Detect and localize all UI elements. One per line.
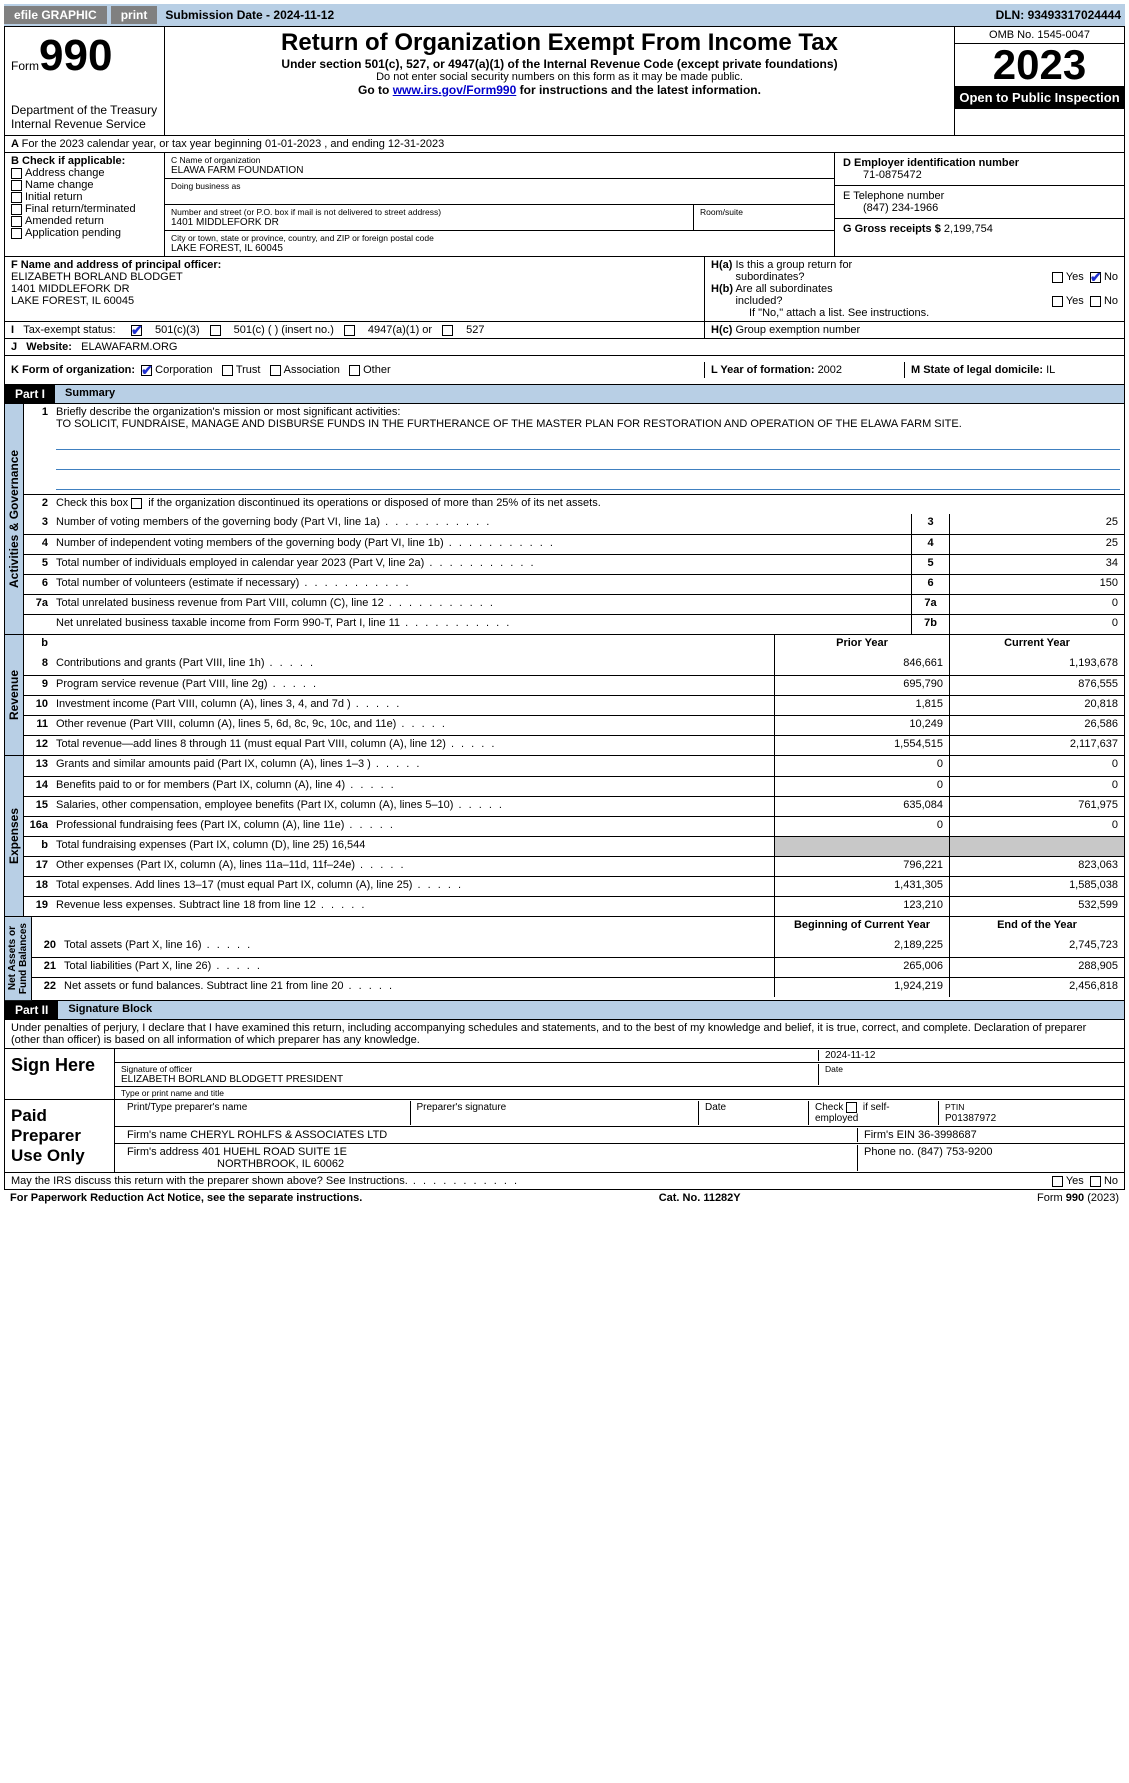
vtab-rev: Revenue [5,635,24,755]
line-13: 13 Grants and similar amounts paid (Part… [24,756,1124,776]
efile-pill: efile GRAPHIC [4,6,107,24]
line-10: 10 Investment income (Part VIII, column … [24,695,1124,715]
section-netassets: Net Assets or Fund Balances Beginning of… [4,917,1125,1001]
box-hb: H(b) Are all subordinates included? Yes … [711,283,1118,307]
box-g: G Gross receipts $ 2,199,754 [835,219,1124,239]
line-14: 14 Benefits paid to or for members (Part… [24,776,1124,796]
section-ag: Activities & Governance 1 Briefly descri… [4,404,1125,635]
box-d: D Employer identification number 71-0875… [835,153,1124,186]
discuss-row: May the IRS discuss this return with the… [4,1173,1125,1190]
penalty-text: Under penalties of perjury, I declare th… [4,1020,1125,1049]
irs-link[interactable]: www.irs.gov/Form990 [393,83,517,97]
tax-exempt-row: I Tax-exempt status: 501(c)(3) 501(c) ( … [4,322,1125,339]
website-row: J Website: ELAWAFARM.ORG [4,339,1125,356]
box-ha: H(a) Is this a group return for subordin… [711,259,1118,283]
dln: DLN: 93493317024444 [992,8,1125,22]
box-b: B Check if applicable: Address change Na… [5,153,165,256]
part2-header: Part II Signature Block [4,1001,1125,1020]
sign-block: Sign Here 2024-11-12 Signature of office… [4,1049,1125,1173]
org-form-row: K Form of organization: Corporation Trus… [4,356,1125,385]
dept-label: Department of the Treasury Internal Reve… [11,103,158,131]
line-12: 12 Total revenue—add lines 8 through 11 … [24,735,1124,755]
subdate-label: Submission Date - 2024-11-12 [161,8,338,22]
tax-year: 2023 [955,44,1124,86]
box-hc: H(c) Group exemption number [704,322,1124,338]
line-17: 17 Other expenses (Part IX, column (A), … [24,856,1124,876]
top-bar: efile GRAPHIC print Submission Date - 20… [4,4,1125,26]
form-subtitle: Under section 501(c), 527, or 4947(a)(1)… [173,57,946,71]
box-e: E Telephone number (847) 234-1966 [835,186,1124,219]
line-3: 3 Number of voting members of the govern… [24,514,1124,534]
officer-group-row: F Name and address of principal officer:… [4,257,1125,322]
line-21: 21 Total liabilities (Part X, line 26) 2… [32,957,1124,977]
line-11: 11 Other revenue (Part VIII, column (A),… [24,715,1124,735]
line-15: 15 Salaries, other compensation, employe… [24,796,1124,816]
print-button[interactable]: print [111,6,158,24]
section-expenses: Expenses 13 Grants and similar amounts p… [4,756,1125,917]
line-16a: 16a Professional fundraising fees (Part … [24,816,1124,836]
line-22: 22 Net assets or fund balances. Subtract… [32,977,1124,997]
line-7a: 7a Total unrelated business revenue from… [24,594,1124,614]
form-title: Return of Organization Exempt From Incom… [173,29,946,57]
line-18: 18 Total expenses. Add lines 13–17 (must… [24,876,1124,896]
open-inspection: Open to Public Inspection [955,86,1124,109]
line-6: 6 Total number of volunteers (estimate i… [24,574,1124,594]
vtab-ag: Activities & Governance [5,404,24,634]
line-b: b Total fundraising expenses (Part IX, c… [24,836,1124,856]
line-8: 8 Contributions and grants (Part VIII, l… [24,655,1124,675]
section-revenue: Revenue b Prior Year Current Year 8 Cont… [4,635,1125,756]
footer: For Paperwork Reduction Act Notice, see … [4,1190,1125,1206]
form-header: Form990 Department of the Treasury Inter… [4,26,1125,136]
line-20: 20 Total assets (Part X, line 16) 2,189,… [32,937,1124,957]
form-number: Form990 [11,31,158,81]
ssn-note: Do not enter social security numbers on … [173,71,946,83]
vtab-na: Net Assets or Fund Balances [5,917,32,1000]
line-7b: Net unrelated business taxable income fr… [24,614,1124,634]
line-4: 4 Number of independent voting members o… [24,534,1124,554]
box-c: C Name of organization ELAWA FARM FOUNDA… [165,153,834,256]
part1-header: Part I Summary [4,385,1125,404]
line-9: 9 Program service revenue (Part VIII, li… [24,675,1124,695]
line-19: 19 Revenue less expenses. Subtract line … [24,896,1124,916]
period-row: A For the 2023 calendar year, or tax yea… [4,136,1125,153]
goto-link-row: Go to www.irs.gov/Form990 for instructio… [173,83,946,97]
entity-block: B Check if applicable: Address change Na… [4,153,1125,257]
vtab-exp: Expenses [5,756,24,916]
line-5: 5 Total number of individuals employed i… [24,554,1124,574]
